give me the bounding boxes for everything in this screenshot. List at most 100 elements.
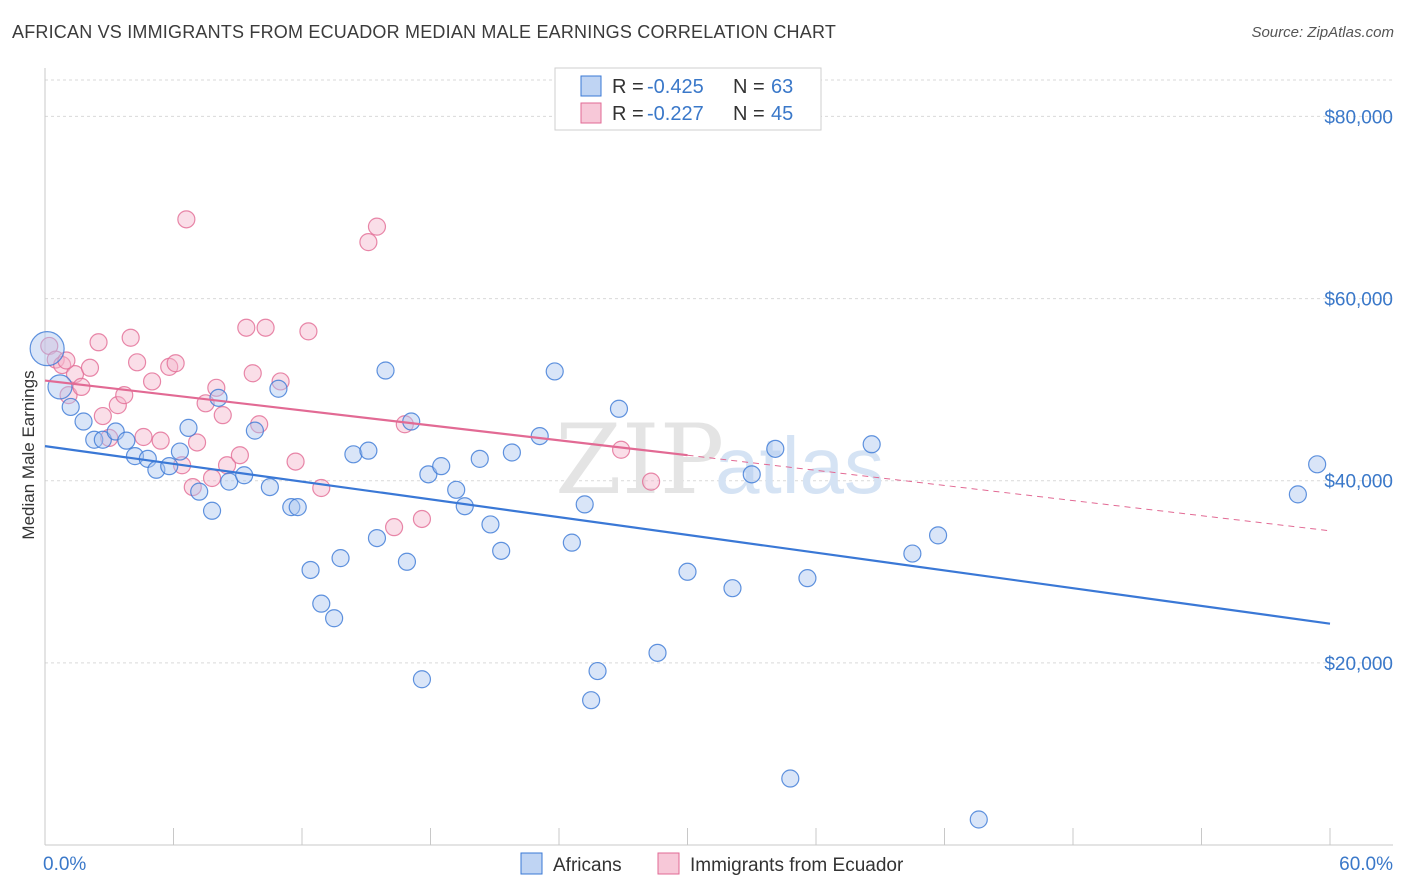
africans-point	[202, 501, 222, 520]
y-tick-labels: $20,000 $40,000 $60,000 $80,000	[1324, 107, 1393, 674]
legend-n-label-2: N =	[733, 103, 765, 125]
africans-point	[412, 670, 432, 689]
africans-point	[325, 609, 344, 628]
africans-point	[312, 594, 331, 613]
ecuador-point	[134, 427, 153, 447]
africans-point	[502, 443, 521, 462]
trend-lines	[44, 379, 1331, 625]
ecuador-point	[367, 217, 387, 236]
africans-point	[260, 477, 279, 497]
bottom-legend: Africans Immigrants from Ecuador	[520, 852, 904, 876]
legend-swatch-africans	[580, 75, 602, 97]
africans-point	[678, 562, 697, 581]
trend-line-africans	[44, 445, 1331, 625]
ecuador-point	[187, 433, 207, 452]
africans-point	[209, 388, 228, 407]
ecuador-point	[237, 318, 256, 337]
y-tick-label: $20,000	[1324, 654, 1393, 675]
ecuador-point	[299, 322, 318, 341]
ecuador-point	[89, 333, 108, 352]
ecuador-point	[641, 472, 661, 491]
africans-point	[609, 399, 629, 418]
ecuador-point	[256, 318, 275, 337]
series-immigrants-from-ecuador-points	[40, 210, 661, 537]
source-label: Source: ZipAtlas.com	[1251, 24, 1394, 41]
ecuador-point	[213, 406, 232, 425]
africans-point	[723, 579, 742, 598]
legend-r-value-1: -0.425	[647, 76, 704, 98]
africans-point	[359, 441, 378, 460]
africans-point	[1288, 485, 1307, 504]
africans-point	[74, 412, 93, 431]
ecuador-point	[177, 210, 196, 229]
ecuador-point	[166, 354, 185, 373]
x-tick-label-max: 60.0%	[1339, 854, 1393, 875]
ecuador-point	[142, 372, 162, 391]
y-tick-label: $80,000	[1324, 107, 1393, 128]
africans-point	[170, 442, 190, 461]
watermark-atlas: atlas	[715, 421, 884, 510]
ecuador-point	[202, 468, 222, 488]
africans-point	[455, 497, 474, 516]
africans-point	[545, 362, 564, 381]
africans-point	[481, 515, 500, 534]
ecuador-point	[412, 509, 432, 529]
y-axis-label: Median Male Earnings	[19, 370, 38, 539]
africans-point	[344, 445, 363, 464]
bottom-legend-swatch-africans	[520, 852, 543, 875]
legend-n-label-1: N =	[733, 76, 765, 98]
y-tick-label: $40,000	[1324, 472, 1393, 493]
trend-line-ecuador	[44, 379, 688, 457]
ecuador-point	[271, 372, 290, 391]
ecuador-point	[80, 358, 100, 377]
africans-point	[862, 435, 881, 454]
ecuador-point	[230, 446, 249, 465]
africans-point	[47, 374, 73, 400]
y-tick-label: $60,000	[1324, 290, 1393, 311]
africans-point	[288, 498, 307, 517]
legend-r-label-2: R =	[612, 103, 644, 125]
watermark: ZIP atlas	[555, 404, 884, 516]
africans-point	[470, 449, 489, 468]
africans-point	[582, 691, 601, 710]
bottom-legend-label-africans: Africans	[553, 855, 622, 876]
trend-line-ecuador-extension	[687, 454, 1331, 532]
africans-point	[301, 560, 320, 580]
africans-point	[492, 541, 511, 560]
ecuador-point	[312, 478, 331, 498]
africans-point	[269, 379, 288, 398]
africans-point	[367, 528, 387, 548]
africans-point	[588, 661, 607, 681]
watermark-zip: ZIP	[555, 404, 724, 516]
ecuador-point	[359, 233, 378, 252]
ecuador-point	[151, 431, 170, 450]
chart-title: AFRICAN VS IMMIGRANTS FROM ECUADOR MEDIA…	[12, 22, 837, 42]
ecuador-point	[72, 377, 91, 397]
africans-point	[419, 465, 438, 484]
africans-point	[245, 421, 264, 440]
legend-box: R = -0.425 N = 63 R = -0.227 N = 45	[554, 67, 822, 131]
africans-point	[798, 569, 817, 588]
africans-point	[781, 769, 800, 788]
bottom-legend-label-ecuador: Immigrants from Ecuador	[690, 855, 904, 876]
africans-point	[1308, 455, 1327, 474]
africans-point	[903, 544, 922, 563]
africans-point	[447, 480, 466, 499]
africans-point	[397, 552, 417, 571]
africans-point	[282, 498, 301, 517]
ecuador-point	[286, 452, 305, 471]
africans-point	[376, 361, 395, 380]
africans-point	[648, 643, 667, 662]
legend-r-label-1: R =	[612, 76, 644, 98]
legend-n-value-2: 45	[771, 103, 793, 125]
africans-point	[530, 426, 549, 446]
x-tick-labels: 0.0% 60.0%	[43, 854, 1393, 875]
series-africans-points	[29, 331, 1327, 829]
africans-point	[575, 495, 594, 514]
africans-point	[117, 431, 136, 450]
africans-point	[331, 549, 350, 568]
legend-swatch-ecuador	[580, 102, 602, 124]
africans-point	[93, 430, 112, 449]
africans-point	[432, 457, 451, 476]
